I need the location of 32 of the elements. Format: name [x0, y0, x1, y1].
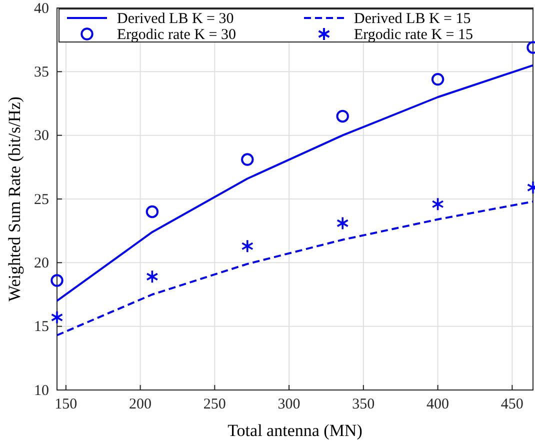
x-tick-label: 200: [129, 396, 152, 413]
legend-label: Ergodic rate K = 30: [117, 27, 236, 43]
y-tick-label: 35: [34, 64, 49, 80]
x-tick-label: 350: [352, 396, 375, 413]
x-tick-label: 250: [203, 396, 226, 413]
point: [146, 270, 158, 284]
line-series: [56, 200, 534, 336]
point: [50, 310, 64, 324]
line-series: [56, 64, 534, 302]
point: [146, 205, 159, 218]
legend-label: Derived LB K = 30: [117, 11, 234, 27]
point: [50, 274, 64, 287]
point: [241, 153, 254, 166]
x-tick-label: 300: [278, 396, 300, 413]
y-tick-label: 15: [34, 319, 49, 336]
x-tick-label: 150: [54, 396, 78, 413]
x-tick-label: 450: [500, 396, 524, 413]
y-tick-label: 25: [34, 192, 49, 208]
y-tick-label: 30: [34, 128, 49, 144]
y-tick-label: 10: [34, 382, 49, 399]
x-tick-label: 400: [426, 396, 450, 413]
legend-label: Ergodic rate K = 15: [354, 27, 473, 43]
point: [241, 239, 254, 254]
point: [432, 197, 444, 211]
point: [336, 216, 349, 230]
y-tick-label: 20: [34, 255, 49, 272]
x-axis-title: Total antenna (MN): [228, 421, 362, 440]
y-axis-title: Weighted Sum Rate (bit/s/Hz): [5, 96, 24, 302]
point: [431, 72, 444, 86]
point: [336, 110, 349, 123]
legend-label: Derived LB K = 15: [354, 11, 471, 27]
y-tick-label: 40: [34, 0, 49, 17]
